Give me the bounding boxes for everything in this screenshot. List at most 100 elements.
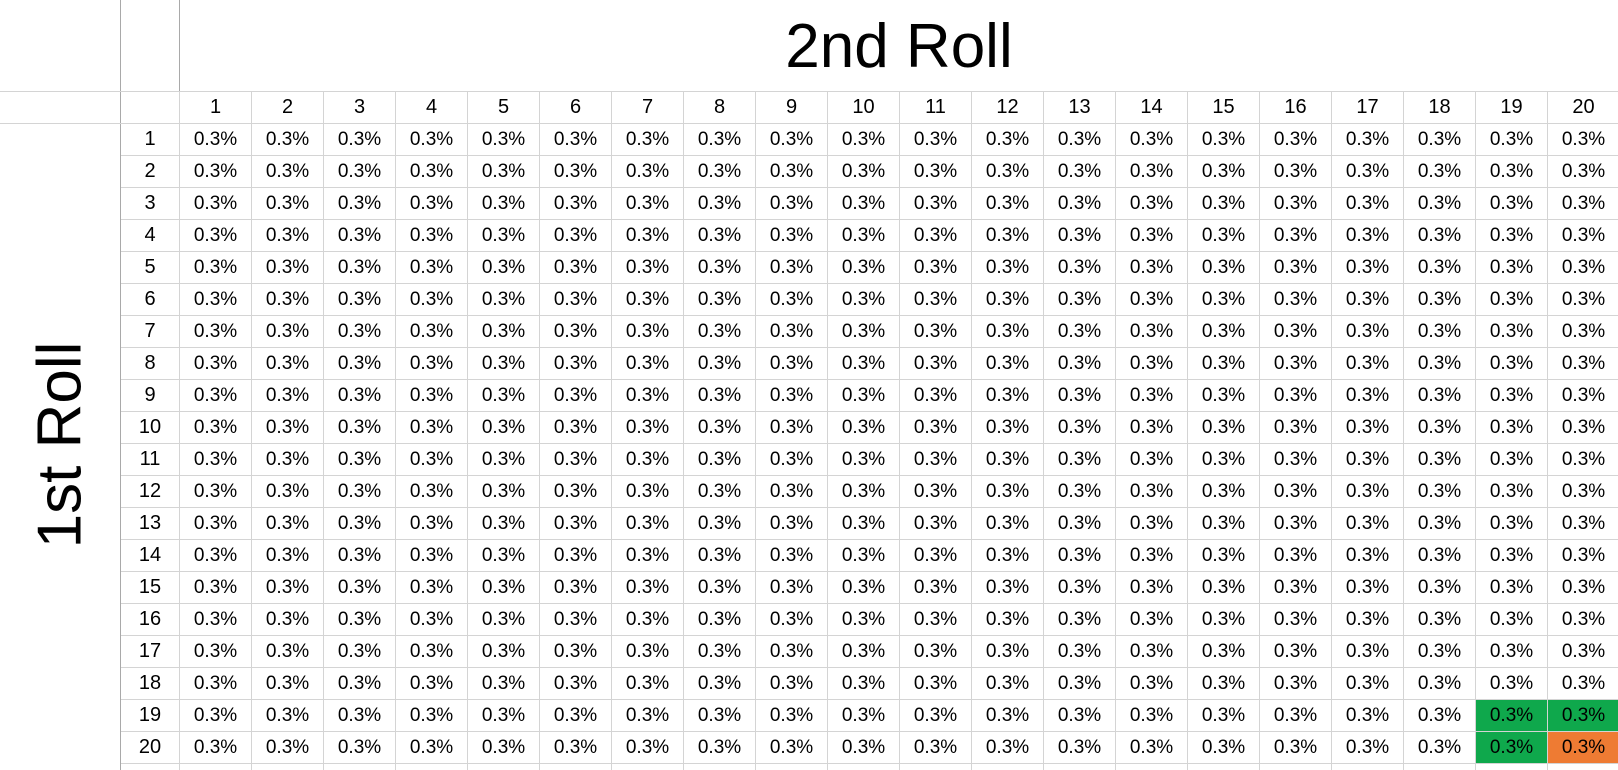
probability-cell[interactable]: 0.3% xyxy=(193,192,238,214)
probability-cell[interactable]: 0.3% xyxy=(481,416,526,438)
probability-cell[interactable]: 0.3% xyxy=(409,544,454,566)
probability-cell[interactable]: 0.3% xyxy=(1561,160,1606,182)
probability-cell[interactable]: 0.3% xyxy=(553,672,598,694)
probability-cell[interactable]: 0.3% xyxy=(913,640,958,662)
row-header[interactable]: 20 xyxy=(138,736,162,758)
probability-cell[interactable]: 0.3% xyxy=(1417,672,1462,694)
probability-cell[interactable]: 0.3% xyxy=(1273,672,1318,694)
probability-cell[interactable]: 0.3% xyxy=(1489,352,1534,374)
probability-cell[interactable]: 0.3% xyxy=(1561,608,1606,630)
probability-cell[interactable]: 0.3% xyxy=(265,704,310,726)
probability-cell[interactable]: 0.3% xyxy=(193,352,238,374)
row-header[interactable]: 15 xyxy=(138,576,162,598)
probability-cell[interactable]: 0.3% xyxy=(1345,448,1390,470)
probability-cell[interactable]: 0.3% xyxy=(1345,576,1390,598)
probability-cell[interactable]: 0.3% xyxy=(553,448,598,470)
probability-cell[interactable]: 0.3% xyxy=(913,192,958,214)
probability-cell[interactable]: 0.3% xyxy=(193,704,238,726)
probability-cell[interactable]: 0.3% xyxy=(1201,192,1246,214)
probability-cell[interactable]: 0.3% xyxy=(409,416,454,438)
probability-cell[interactable]: 0.3% xyxy=(481,256,526,278)
probability-cell[interactable]: 0.3% xyxy=(553,416,598,438)
column-header[interactable]: 14 xyxy=(1140,96,1163,118)
probability-cell[interactable]: 0.3% xyxy=(1489,224,1534,246)
probability-cell[interactable]: 0.3% xyxy=(1057,352,1102,374)
probability-cell[interactable]: 0.3% xyxy=(841,704,886,726)
probability-cell[interactable]: 0.3% xyxy=(1129,224,1174,246)
probability-cell[interactable]: 0.3% xyxy=(841,256,886,278)
probability-cell[interactable]: 0.3% xyxy=(1345,384,1390,406)
probability-cell[interactable]: 0.3% xyxy=(1417,224,1462,246)
probability-cell[interactable]: 0.3% xyxy=(1489,416,1534,438)
probability-cell[interactable]: 0.3% xyxy=(769,352,814,374)
probability-cell[interactable]: 0.3% xyxy=(697,672,742,694)
probability-cell[interactable]: 0.3% xyxy=(1057,416,1102,438)
probability-cell[interactable]: 0.3% xyxy=(265,672,310,694)
probability-cell[interactable]: 0.3% xyxy=(1129,384,1174,406)
probability-cell[interactable]: 0.3% xyxy=(841,320,886,342)
probability-cell[interactable]: 0.3% xyxy=(1345,288,1390,310)
probability-cell[interactable]: 0.3% xyxy=(265,544,310,566)
probability-cell[interactable]: 0.3% xyxy=(1201,704,1246,726)
probability-cell[interactable]: 0.3% xyxy=(1057,256,1102,278)
probability-cell[interactable]: 0.3% xyxy=(985,128,1030,150)
probability-cell[interactable]: 0.3% xyxy=(265,192,310,214)
probability-cell[interactable]: 0.3% xyxy=(1129,512,1174,534)
probability-cell[interactable]: 0.3% xyxy=(697,160,742,182)
probability-cell[interactable]: 0.3% xyxy=(1417,320,1462,342)
probability-cell[interactable]: 0.3% xyxy=(1129,544,1174,566)
probability-cell[interactable]: 0.3% xyxy=(481,576,526,598)
probability-cell[interactable]: 0.3% xyxy=(913,704,958,726)
probability-cell[interactable]: 0.3% xyxy=(553,544,598,566)
probability-cell[interactable]: 0.3% xyxy=(265,480,310,502)
probability-cell[interactable]: 0.3% xyxy=(697,512,742,534)
probability-cell[interactable]: 0.3% xyxy=(697,448,742,470)
probability-cell[interactable]: 0.3% xyxy=(1129,352,1174,374)
probability-cell[interactable]: 0.3% xyxy=(1417,544,1462,566)
probability-cell[interactable]: 0.3% xyxy=(553,224,598,246)
probability-cell[interactable]: 0.3% xyxy=(1057,320,1102,342)
probability-cell[interactable]: 0.3% xyxy=(337,704,382,726)
row-header[interactable]: 6 xyxy=(144,288,156,310)
probability-cell[interactable]: 0.3% xyxy=(1201,416,1246,438)
probability-cell[interactable]: 0.3% xyxy=(1489,384,1534,406)
probability-cell[interactable]: 0.3% xyxy=(1345,416,1390,438)
probability-cell[interactable]: 0.3% xyxy=(1273,448,1318,470)
probability-cell[interactable]: 0.3% xyxy=(1129,416,1174,438)
probability-cell[interactable]: 0.3% xyxy=(1417,512,1462,534)
probability-cell[interactable]: 0.3% xyxy=(553,736,598,758)
probability-cell[interactable]: 0.3% xyxy=(769,608,814,630)
probability-cell[interactable]: 0.3% xyxy=(625,224,670,246)
column-header[interactable]: 4 xyxy=(425,96,438,118)
probability-cell[interactable]: 0.3% xyxy=(1201,480,1246,502)
probability-cell[interactable]: 0.3% xyxy=(265,288,310,310)
probability-cell[interactable]: 0.3% xyxy=(1489,192,1534,214)
probability-cell[interactable]: 0.3% xyxy=(337,512,382,534)
probability-cell[interactable]: 0.3% xyxy=(193,320,238,342)
probability-cell[interactable]: 0.3% xyxy=(1273,128,1318,150)
probability-cell[interactable]: 0.3% xyxy=(337,480,382,502)
probability-cell[interactable]: 0.3% xyxy=(1057,544,1102,566)
probability-cell[interactable]: 0.3% xyxy=(553,704,598,726)
probability-cell[interactable]: 0.3% xyxy=(553,128,598,150)
row-header[interactable]: 4 xyxy=(144,224,156,246)
probability-cell[interactable]: 0.3% xyxy=(337,672,382,694)
probability-cell[interactable]: 0.3% xyxy=(481,736,526,758)
probability-cell[interactable]: 0.3% xyxy=(1129,320,1174,342)
probability-cell[interactable]: 0.3% xyxy=(481,672,526,694)
probability-cell[interactable]: 0.3% xyxy=(193,384,238,406)
probability-cell[interactable]: 0.3% xyxy=(1417,640,1462,662)
probability-cell[interactable]: 0.3% xyxy=(1129,448,1174,470)
probability-cell[interactable]: 0.3% xyxy=(193,576,238,598)
probability-cell[interactable]: 0.3% xyxy=(1057,576,1102,598)
probability-cell[interactable]: 0.3% xyxy=(1345,672,1390,694)
probability-cell[interactable]: 0.3% xyxy=(1057,608,1102,630)
probability-cell[interactable]: 0.3% xyxy=(697,224,742,246)
probability-cell[interactable]: 0.3% xyxy=(1489,320,1534,342)
probability-cell[interactable]: 0.3% xyxy=(625,672,670,694)
probability-cell[interactable]: 0.3% xyxy=(1476,732,1547,763)
probability-cell[interactable]: 0.3% xyxy=(625,352,670,374)
probability-cell[interactable]: 0.3% xyxy=(769,640,814,662)
probability-cell[interactable]: 0.3% xyxy=(985,224,1030,246)
probability-cell[interactable]: 0.3% xyxy=(913,256,958,278)
